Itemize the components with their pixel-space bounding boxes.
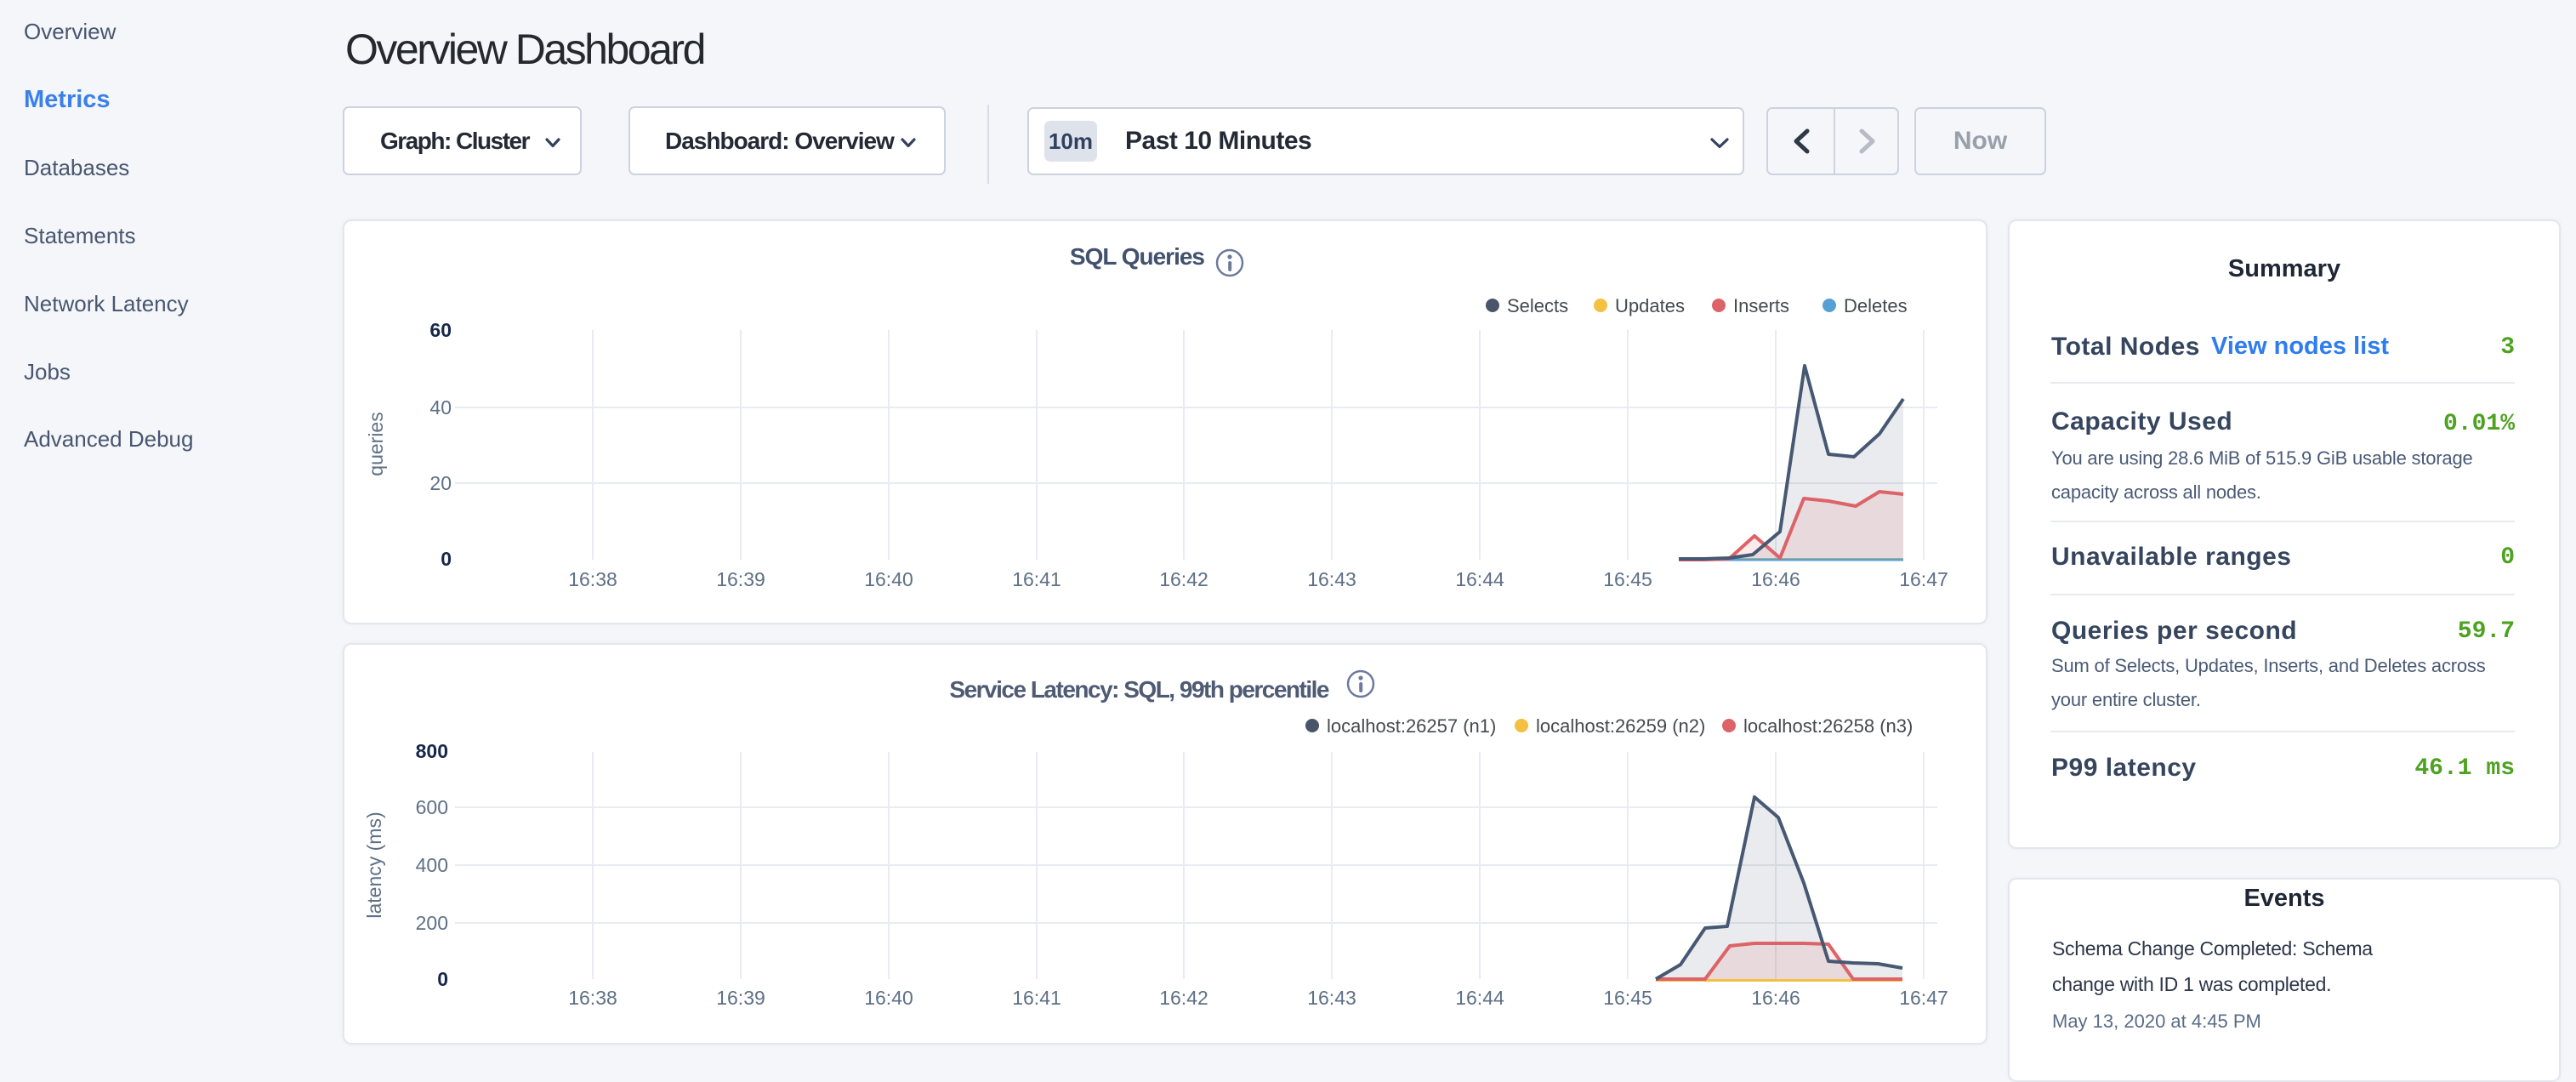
- svg-text:16:38: 16:38: [568, 568, 617, 590]
- svg-text:20: 20: [429, 472, 452, 494]
- svg-text:400: 400: [416, 854, 448, 876]
- svg-text:16:47: 16:47: [1899, 568, 1948, 590]
- svg-text:16:42: 16:42: [1159, 987, 1208, 1009]
- svg-text:16:40: 16:40: [864, 568, 913, 590]
- svg-text:16:43: 16:43: [1307, 987, 1356, 1009]
- svg-text:16:41: 16:41: [1012, 987, 1061, 1009]
- svg-text:queries: queries: [365, 412, 387, 476]
- svg-text:localhost:26257 (n1): localhost:26257 (n1): [1327, 715, 1496, 737]
- svg-text:16:44: 16:44: [1455, 568, 1504, 590]
- svg-text:600: 600: [416, 796, 448, 818]
- svg-text:16:44: 16:44: [1455, 987, 1504, 1009]
- svg-text:16:46: 16:46: [1751, 568, 1800, 590]
- svg-text:Inserts: Inserts: [1733, 295, 1789, 316]
- svg-text:16:38: 16:38: [568, 987, 617, 1009]
- svg-text:localhost:26258 (n3): localhost:26258 (n3): [1743, 715, 1913, 737]
- svg-text:16:40: 16:40: [864, 987, 913, 1009]
- svg-text:localhost:26259 (n2): localhost:26259 (n2): [1536, 715, 1705, 737]
- svg-text:16:46: 16:46: [1751, 987, 1800, 1009]
- svg-text:16:39: 16:39: [716, 568, 765, 590]
- svg-text:0: 0: [441, 548, 452, 570]
- svg-text:Deletes: Deletes: [1844, 295, 1908, 316]
- svg-text:0: 0: [437, 968, 448, 990]
- svg-text:800: 800: [416, 740, 448, 762]
- svg-text:16:45: 16:45: [1603, 987, 1652, 1009]
- svg-text:latency (ms): latency (ms): [363, 812, 385, 918]
- svg-text:16:43: 16:43: [1307, 568, 1356, 590]
- svg-text:Service Latency: SQL, 99th per: Service Latency: SQL, 99th percentile: [949, 676, 1329, 703]
- svg-text:SQL Queries: SQL Queries: [1070, 243, 1205, 270]
- svg-text:16:42: 16:42: [1159, 568, 1208, 590]
- svg-text:16:47: 16:47: [1899, 987, 1948, 1009]
- svg-text:16:45: 16:45: [1603, 568, 1652, 590]
- svg-text:16:41: 16:41: [1012, 568, 1061, 590]
- svg-text:200: 200: [416, 912, 448, 934]
- svg-text:Updates: Updates: [1615, 295, 1685, 316]
- svg-text:16:39: 16:39: [716, 987, 765, 1009]
- svg-text:Selects: Selects: [1507, 295, 1568, 316]
- svg-text:40: 40: [429, 396, 452, 419]
- svg-text:60: 60: [429, 319, 452, 341]
